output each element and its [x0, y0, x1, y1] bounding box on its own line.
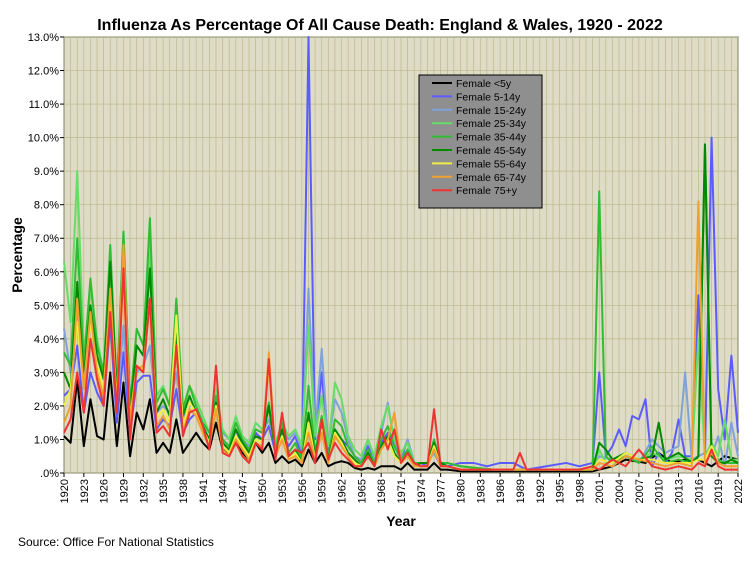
- x-tick-label: 1941: [198, 479, 210, 503]
- x-tick-label: 1998: [574, 479, 586, 503]
- y-tick-label: 9.0%: [34, 166, 59, 178]
- x-tick-label: 2001: [594, 479, 606, 503]
- legend-label: Female <5y: [456, 78, 512, 90]
- y-tick-label: 12.0%: [28, 66, 59, 78]
- legend-label: Female 35-44y: [456, 132, 527, 144]
- legend-label: Female 15-24y: [456, 105, 527, 117]
- y-tick-label: 6.0%: [34, 267, 59, 279]
- x-tick-label: 1989: [515, 479, 527, 503]
- x-tick-label: 1977: [436, 479, 448, 503]
- chart-title: Influenza As Percentage Of All Cause Dea…: [97, 17, 663, 34]
- x-tick-label: 2007: [634, 479, 646, 503]
- x-tick-label: 1953: [277, 479, 289, 503]
- x-tick-label: 1947: [237, 479, 249, 503]
- y-tick-label: 2.0%: [34, 401, 59, 413]
- legend-label: Female 5-14y: [456, 91, 521, 103]
- x-tick-label: 1950: [257, 479, 269, 503]
- x-tick-label: 1995: [555, 479, 567, 503]
- y-tick-label: 11.0%: [29, 99, 60, 111]
- series-layer: [63, 36, 739, 473]
- y-axis-title: Percentage: [9, 217, 25, 293]
- y-tick-label: 10.0%: [28, 133, 59, 145]
- axes: .0% 1.0% 2.0% 3.0% 4.0% 5.0% 6.0% 7.0% 8.0% 9.0% 1…: [28, 32, 745, 503]
- legend-label: Female 45-54y: [456, 145, 527, 157]
- x-tick-label: 1944: [218, 479, 230, 503]
- x-tick-label: 1938: [178, 479, 190, 503]
- x-tick-label: 2013: [674, 479, 686, 503]
- x-tick-label: 1935: [158, 479, 170, 503]
- legend-label: Female 65-74y: [456, 172, 527, 184]
- x-tick-label: 1956: [297, 479, 309, 503]
- y-tick-label: 4.0%: [34, 334, 59, 346]
- source-note: Source: Office For National Statistics: [18, 535, 214, 549]
- y-tick-label: 5.0%: [34, 300, 59, 312]
- x-tick-label: 1926: [99, 479, 111, 503]
- legend-label: Female 55-64y: [456, 158, 527, 170]
- x-tick-label: 1971: [396, 479, 408, 503]
- series-line: [63, 371, 739, 473]
- x-tick-label: 1968: [376, 479, 388, 503]
- legend-label: Female 25-34y: [456, 118, 527, 130]
- x-tick-label: 1992: [535, 479, 547, 503]
- series-line: [63, 267, 738, 471]
- x-tick-label: 1923: [79, 479, 91, 503]
- x-tick-label: 1920: [59, 479, 71, 503]
- x-tick-label: 2022: [733, 479, 745, 503]
- x-tick-label: 1965: [356, 479, 368, 503]
- x-axis-title: Year: [386, 513, 416, 529]
- x-tick-label: 2019: [713, 479, 725, 503]
- legend-label: Female 75+y: [456, 185, 518, 197]
- y-tick-label: 8.0%: [34, 200, 59, 212]
- x-tick-label: 1962: [337, 479, 349, 503]
- x-tick-label: 2004: [614, 479, 626, 503]
- x-tick-label: 1974: [416, 479, 428, 503]
- x-tick-label: 2016: [693, 479, 705, 503]
- y-tick-label: 3.0%: [34, 367, 59, 379]
- x-tick-label: 1929: [118, 479, 130, 503]
- x-tick-label: 1983: [475, 479, 487, 503]
- x-tick-label: 1932: [138, 479, 150, 503]
- x-tick-label: 1959: [317, 479, 329, 503]
- y-tick-label: .0%: [40, 468, 59, 480]
- y-tick-label: 1.0%: [34, 434, 59, 446]
- x-tick-label: 1980: [455, 479, 467, 503]
- y-tick-label: 7.0%: [34, 233, 59, 245]
- y-tick-label: 13.0%: [28, 32, 59, 44]
- x-tick-label: 2010: [654, 479, 666, 503]
- x-tick-label: 1986: [495, 479, 507, 503]
